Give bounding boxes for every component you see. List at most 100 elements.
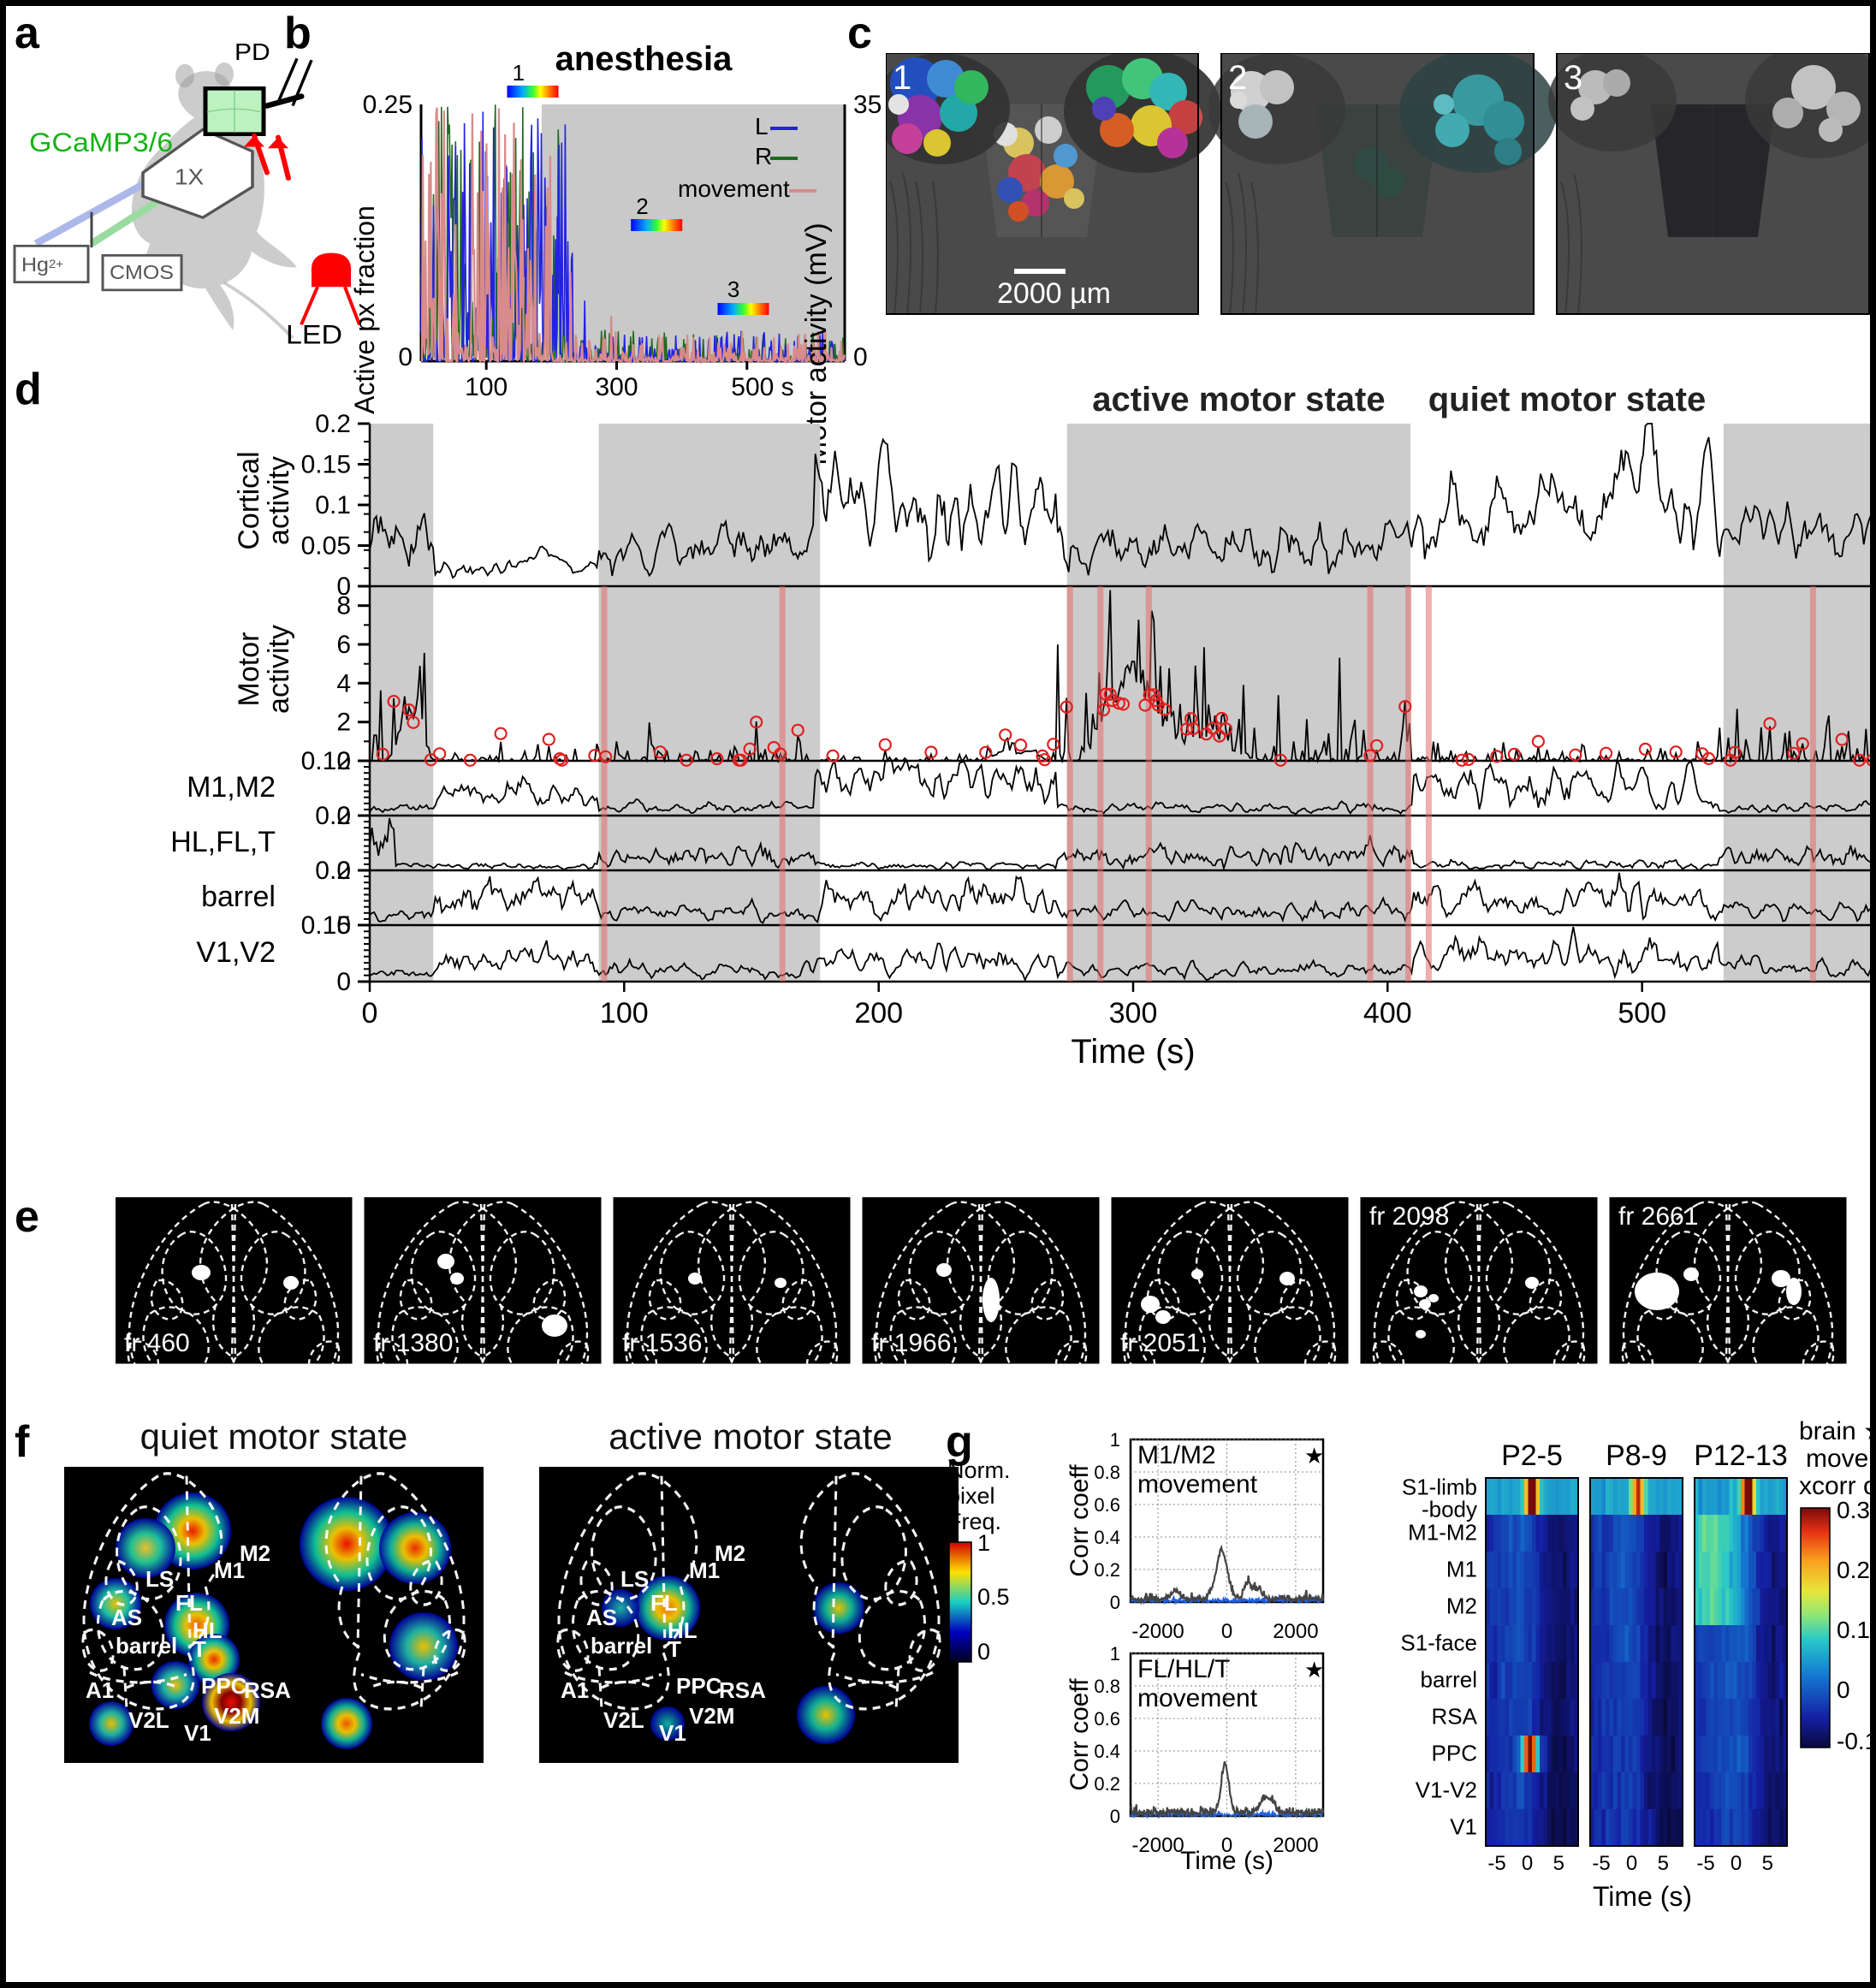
svg-text:1: 1 [513, 60, 525, 86]
svg-text:quiet motor state: quiet motor state [1428, 381, 1706, 418]
svg-text:T: T [193, 1636, 206, 1662]
svg-text:Corr coeff: Corr coeff [1066, 1678, 1094, 1791]
svg-text:1: 1 [893, 59, 911, 97]
svg-text:CMOS: CMOS [110, 262, 174, 284]
svg-text:0: 0 [1522, 1852, 1533, 1875]
svg-text:0.3: 0.3 [1837, 1497, 1870, 1523]
svg-text:GCaMP3/6: GCaMP3/6 [29, 127, 173, 157]
svg-text:Cortical: Cortical [233, 451, 265, 549]
svg-text:R: R [755, 143, 772, 169]
svg-text:V2L: V2L [603, 1707, 644, 1733]
svg-text:0.2: 0.2 [1094, 1559, 1120, 1581]
svg-text:2: 2 [636, 193, 648, 219]
svg-text:RSA: RSA [244, 1677, 291, 1703]
svg-text:2: 2 [336, 709, 351, 737]
svg-text:FL: FL [650, 1590, 678, 1616]
svg-text:anesthesia: anesthesia [555, 40, 733, 78]
svg-text:V2L: V2L [128, 1707, 169, 1733]
svg-text:-2000: -2000 [1131, 1834, 1184, 1857]
svg-text:V1-V2: V1-V2 [1416, 1777, 1477, 1803]
svg-text:PPC: PPC [1432, 1741, 1477, 1766]
svg-text:brain ★: brain ★ [1799, 1417, 1870, 1445]
svg-text:0.8: 0.8 [1094, 1462, 1120, 1483]
svg-text:0: 0 [1110, 1806, 1120, 1827]
svg-text:-5: -5 [1592, 1852, 1610, 1875]
svg-text:Time (s): Time (s) [1593, 1881, 1692, 1912]
svg-text:active motor state: active motor state [1092, 381, 1385, 418]
svg-text:-body: -body [1422, 1497, 1477, 1522]
svg-text:0: 0 [336, 968, 351, 996]
svg-text:V1: V1 [184, 1720, 211, 1746]
svg-text:LED: LED [286, 319, 342, 349]
svg-text:M1/M2: M1/M2 [1137, 1441, 1216, 1469]
svg-text:FL: FL [175, 1590, 203, 1616]
svg-text:5: 5 [1762, 1852, 1773, 1875]
svg-text:HL,FL,T: HL,FL,T [170, 826, 276, 858]
svg-text:movement: movement [1806, 1445, 1870, 1473]
svg-text:Freq.: Freq. [947, 1509, 1001, 1534]
svg-text:★: ★ [1304, 1443, 1324, 1469]
svg-text:1: 1 [1110, 1643, 1120, 1665]
svg-text:0.5: 0.5 [977, 1584, 1010, 1610]
svg-text:fr 460: fr 460 [124, 1329, 190, 1357]
svg-text:-0.1: -0.1 [1837, 1728, 1870, 1754]
svg-text:Motor: Motor [233, 632, 265, 707]
svg-text:pixel: pixel [947, 1483, 995, 1509]
svg-text:-5: -5 [1487, 1852, 1505, 1875]
svg-text:fr 1536: fr 1536 [622, 1329, 702, 1357]
svg-text:T: T [668, 1636, 681, 1662]
svg-text:RSA: RSA [1432, 1704, 1478, 1730]
svg-text:RSA: RSA [719, 1677, 766, 1703]
svg-text:0: 0 [398, 343, 413, 371]
svg-text:barrel: barrel [591, 1633, 652, 1659]
svg-text:V2M: V2M [214, 1703, 259, 1729]
svg-text:0: 0 [977, 1639, 990, 1665]
svg-text:0.6: 0.6 [1094, 1708, 1120, 1730]
svg-text:4: 4 [336, 669, 351, 697]
svg-text:PPC: PPC [201, 1673, 247, 1699]
svg-text:1: 1 [977, 1530, 990, 1556]
svg-text:0.2: 0.2 [1094, 1773, 1120, 1795]
svg-text:0.05: 0.05 [301, 532, 351, 561]
svg-text:LS: LS [145, 1566, 174, 1592]
svg-text:400: 400 [1363, 997, 1412, 1030]
svg-text:3: 3 [727, 276, 739, 302]
svg-text:V1: V1 [659, 1720, 686, 1746]
svg-text:fr 2051: fr 2051 [1120, 1329, 1200, 1357]
svg-text:fr 2098: fr 2098 [1369, 1202, 1449, 1231]
svg-text:FL/HL/T: FL/HL/T [1137, 1655, 1230, 1683]
svg-text:0.2: 0.2 [315, 857, 351, 885]
svg-text:0.2: 0.2 [315, 802, 351, 830]
svg-text:A1: A1 [561, 1677, 589, 1703]
svg-text:LS: LS [620, 1566, 649, 1592]
svg-text:5: 5 [1553, 1852, 1564, 1875]
svg-text:0.2: 0.2 [1837, 1557, 1870, 1583]
svg-text:0.2: 0.2 [315, 410, 351, 438]
svg-text:0.4: 0.4 [1094, 1527, 1120, 1548]
svg-text:movement: movement [1137, 1470, 1258, 1498]
svg-text:movement: movement [1137, 1684, 1258, 1712]
svg-text:PPC: PPC [676, 1673, 722, 1699]
svg-text:AS: AS [111, 1605, 142, 1630]
svg-text:barrel: barrel [201, 881, 276, 913]
svg-text:0: 0 [1110, 1592, 1120, 1613]
svg-text:0.1: 0.1 [1837, 1617, 1870, 1643]
svg-text:0.25: 0.25 [363, 91, 413, 119]
svg-text:barrel: barrel [1421, 1667, 1477, 1693]
svg-text:0: 0 [1731, 1852, 1742, 1875]
svg-text:8: 8 [336, 592, 351, 620]
svg-text:fr 2661: fr 2661 [1618, 1202, 1698, 1231]
svg-text:AS: AS [586, 1605, 617, 1630]
svg-text:5: 5 [1658, 1852, 1669, 1875]
svg-text:Norm.: Norm. [947, 1461, 1011, 1483]
svg-text:0.12: 0.12 [301, 747, 351, 775]
svg-text:activity: activity [263, 625, 295, 714]
svg-text:M1: M1 [1446, 1557, 1477, 1582]
svg-text:★: ★ [1304, 1657, 1324, 1682]
svg-text:35: 35 [853, 91, 882, 119]
svg-text:2000: 2000 [1273, 1620, 1318, 1643]
svg-text:100: 100 [600, 997, 649, 1030]
svg-text:barrel: barrel [116, 1633, 177, 1659]
svg-text:0: 0 [1837, 1676, 1850, 1703]
svg-text:0.6: 0.6 [1094, 1494, 1120, 1516]
